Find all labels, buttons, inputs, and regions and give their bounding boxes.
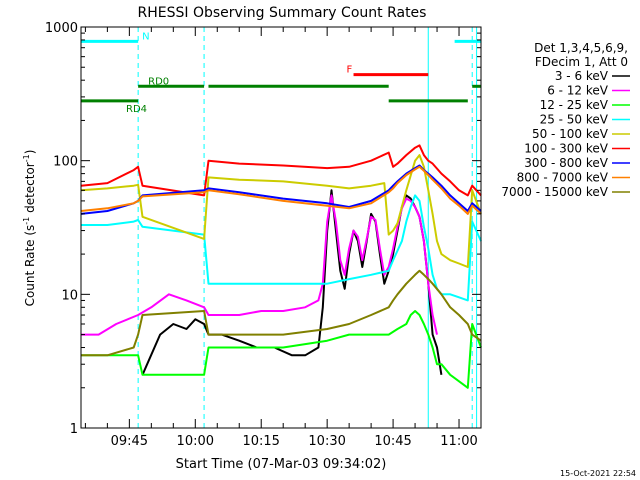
- legend-label: 100 - 300 keV: [524, 142, 608, 156]
- plot-area: N F RD0 RD4: [80, 27, 482, 428]
- series-line-1: [81, 194, 438, 336]
- series-line-5: [80, 144, 482, 197]
- x-axis: 09:45 10:00 10:15 10:30 10:45 11:00: [84, 27, 482, 449]
- y-tick-label: 1: [70, 422, 78, 437]
- series-line-2: [81, 310, 482, 389]
- legend-label: 300 - 800 keV: [524, 156, 608, 170]
- x-tick-label: 11:00: [440, 434, 477, 449]
- y-tick-label: 1000: [45, 21, 78, 36]
- series-line-7: [80, 165, 482, 215]
- legend-label: 7000 - 15000 keV: [501, 185, 608, 199]
- annotation-label: F: [347, 65, 353, 76]
- series-line-4: [80, 154, 482, 268]
- x-axis-label: Start Time (07-Mar-03 09:34:02): [176, 457, 387, 472]
- legend-label: 6 - 12 keV: [547, 84, 609, 98]
- annotation-label: N: [142, 31, 149, 42]
- x-tick-label: 10:45: [374, 434, 411, 449]
- x-tick-label: 10:15: [242, 434, 279, 449]
- legend-label: 25 - 50 keV: [540, 113, 609, 127]
- x-tick-label: 10:00: [177, 434, 214, 449]
- legend-label: 800 - 7000 keV: [517, 171, 609, 185]
- legend-label: 50 - 100 keV: [532, 127, 609, 141]
- y-tick-label: 10: [61, 288, 78, 303]
- legend-label: 3 - 6 keV: [555, 69, 609, 83]
- legend: Det 1,3,4,5,6,9, FDecim 1, Att 0 3 - 6 k…: [501, 41, 630, 199]
- legend-header-1: Det 1,3,4,5,6,9,: [534, 41, 628, 55]
- x-tick-label: 10:30: [308, 434, 345, 449]
- y-axis: 1 10 100 1000: [45, 21, 481, 437]
- x-tick-label: 09:45: [111, 434, 148, 449]
- legend-header-2: FDecim 1, Att 0: [535, 55, 628, 69]
- annotation-label: RD0: [148, 76, 169, 87]
- series-line-8: [81, 269, 482, 357]
- y-tick-label: 100: [53, 155, 78, 170]
- y-axis-label: Count Rate (s-1 detector-1): [22, 150, 37, 307]
- timestamp: 15-Oct-2021 22:54: [560, 469, 636, 478]
- legend-label: 12 - 25 keV: [540, 98, 609, 112]
- plot-frame: [80, 26, 482, 429]
- series-line-6: [80, 164, 482, 215]
- chart-title: RHESSI Observing Summary Count Rates: [138, 5, 427, 21]
- annotation-label: RD4: [126, 104, 147, 115]
